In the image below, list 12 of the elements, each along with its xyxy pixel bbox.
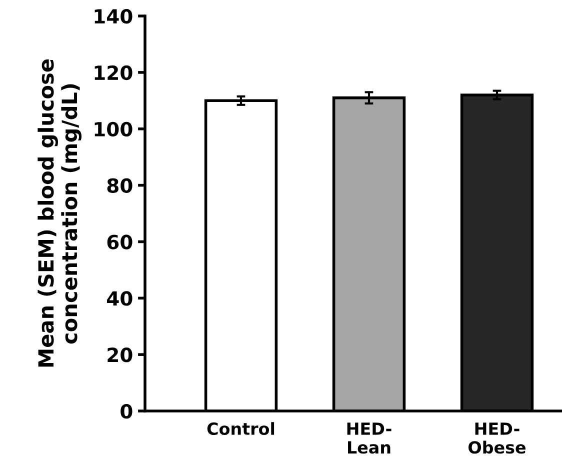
y-tick-label: 0 (120, 404, 132, 419)
y-tick-label: 140 (94, 8, 132, 24)
y-tick-label: 100 (94, 122, 132, 137)
y-axis-title: Mean (SEM) blood glucose concentration (mg/dL) (38, 59, 82, 367)
y-tick-label: 80 (107, 178, 132, 193)
y-tick-label: 40 (107, 291, 132, 306)
x-tick-label: Control (207, 422, 274, 436)
x-tick-label: HED- Obese (468, 422, 526, 454)
x-tick-label: HED- Lean (347, 422, 392, 454)
y-tick-label: 20 (108, 348, 132, 362)
y-tick-label: 60 (107, 234, 132, 250)
y-tick-label: 120 (94, 65, 132, 80)
